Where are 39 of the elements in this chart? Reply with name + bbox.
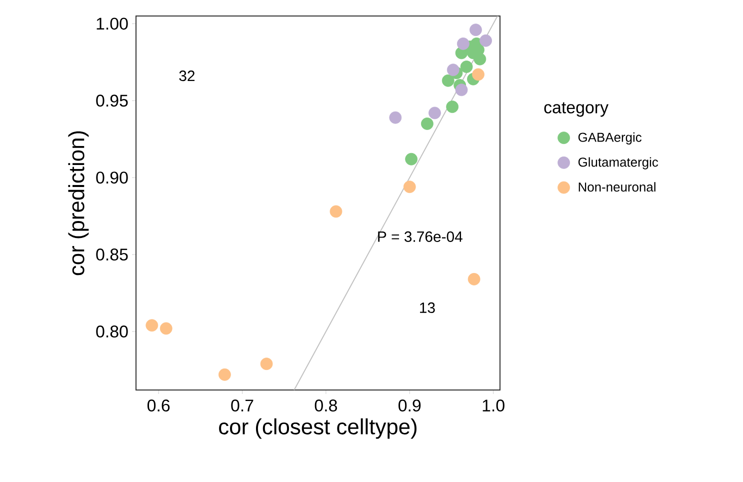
y-tick-label: 0.90 — [96, 172, 128, 184]
point — [446, 100, 459, 114]
annotation: 32 — [179, 70, 195, 82]
legend-label: GABAergic — [578, 132, 642, 144]
point — [480, 34, 492, 47]
point — [405, 152, 418, 166]
point — [428, 106, 441, 120]
x-tick-label: 0.6 — [147, 400, 170, 412]
point — [260, 358, 273, 370]
point — [389, 111, 402, 124]
point — [442, 74, 454, 87]
y-tick-label: 0.80 — [96, 326, 128, 338]
point — [160, 322, 172, 335]
annotation: 13 — [420, 302, 435, 314]
x-tick-label: 1.0 — [482, 400, 504, 412]
point — [330, 205, 342, 218]
point — [455, 84, 468, 96]
x-axis-title: cor (closest celltype) — [219, 418, 416, 439]
point — [146, 319, 158, 332]
point — [470, 24, 482, 36]
legend-label: Non-neuronal — [578, 182, 656, 192]
y-tick-label: 0.95 — [96, 94, 128, 107]
point — [472, 68, 484, 81]
y-axis-title: cor (prediction) — [68, 131, 89, 276]
point — [456, 38, 470, 50]
x-tick-label: 0.8 — [314, 400, 337, 412]
legend-title: category — [544, 102, 608, 117]
point — [403, 180, 416, 194]
x-tick-label: 0.7 — [231, 400, 254, 412]
legend-label: Glutamatergic — [578, 157, 658, 170]
point — [446, 64, 460, 76]
point — [468, 272, 480, 286]
y-tick-label: 0.85 — [96, 248, 128, 261]
x-tick-label: 0.9 — [398, 400, 421, 412]
point — [421, 118, 434, 130]
point — [218, 368, 231, 381]
y-tick-label: 1.00 — [96, 18, 128, 30]
annotation: P = 3.76e-04 — [378, 231, 462, 242]
point — [460, 60, 473, 73]
